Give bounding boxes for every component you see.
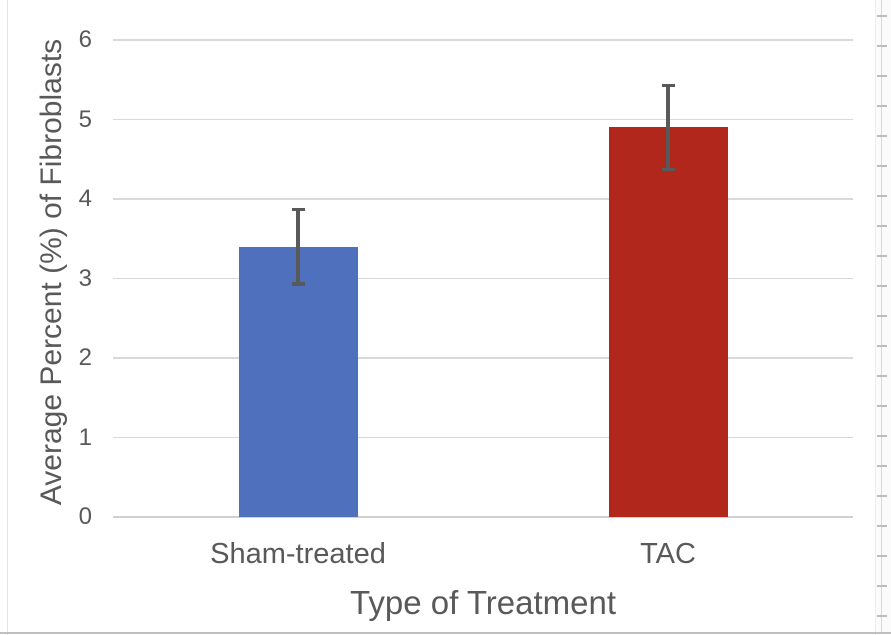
spreadsheet-row-line	[877, 405, 887, 407]
spreadsheet-row-line	[877, 225, 887, 227]
gridline-y-4	[113, 198, 853, 200]
bar-tac	[608, 127, 728, 517]
spreadsheet-row-line	[877, 75, 887, 77]
spreadsheet-row-line	[877, 45, 887, 47]
spreadsheet-row-line	[877, 555, 887, 557]
y-tick-label-3: 3	[78, 264, 92, 292]
gridline-y-5	[113, 118, 853, 121]
chart-bottom-border	[0, 632, 891, 634]
gridline-y-1	[113, 436, 853, 439]
spreadsheet-row-line	[877, 435, 887, 437]
spreadsheet-row-line	[877, 465, 887, 467]
chart-left-border	[7, 0, 8, 635]
x-category-label-tac: TAC	[640, 538, 696, 570]
y-tick-label-2: 2	[78, 344, 92, 371]
error-bar-cap-bottom	[661, 167, 675, 172]
spreadsheet-row-line	[877, 375, 887, 377]
y-tick-label-1: 1	[78, 423, 92, 451]
spreadsheet-row-line	[877, 15, 887, 17]
plot-area: 0 1 2 3 4 5 6	[79, 28, 853, 529]
spreadsheet-row-line	[877, 315, 887, 317]
y-tick-label-4: 4	[78, 185, 92, 212]
spreadsheet-row-line	[877, 495, 887, 497]
error-bar-line	[296, 209, 300, 285]
spreadsheet-row-line	[877, 615, 887, 617]
y-tick-label-5: 5	[78, 105, 92, 133]
error-bar-cap-bottom	[291, 282, 305, 286]
chart-right-border	[875, 0, 876, 635]
x-category-label-sham-treated: Sham-treated	[210, 538, 386, 570]
spreadsheet-row-line	[877, 255, 887, 257]
spreadsheet-row-line	[877, 165, 887, 167]
spreadsheet-row-line	[877, 105, 887, 107]
gridline-y-3	[113, 277, 853, 280]
spreadsheet-row-line	[877, 285, 887, 287]
y-tick-label-0: 0	[78, 503, 92, 530]
error-bar-line	[666, 85, 670, 170]
x-axis-title: Type of Treatment	[350, 584, 616, 621]
spreadsheet-row-line	[877, 195, 887, 197]
gridline-y-2	[113, 357, 853, 359]
spreadsheet-row-line	[877, 585, 887, 587]
spreadsheet-edge	[876, 0, 891, 632]
y-tick-label-6: 6	[78, 26, 92, 53]
spreadsheet-row-line	[877, 525, 887, 527]
spreadsheet-row-line	[877, 135, 887, 137]
bar-sham-treated	[238, 246, 358, 517]
gridline-y-0	[113, 516, 853, 518]
y-axis-title: Average Percent (%) of Fibroblasts	[35, 38, 68, 506]
gridline-y-6	[113, 39, 853, 41]
error-bar-cap-top	[291, 207, 305, 212]
spreadsheet-row-line	[877, 345, 887, 347]
error-bar-cap-top	[661, 83, 675, 88]
